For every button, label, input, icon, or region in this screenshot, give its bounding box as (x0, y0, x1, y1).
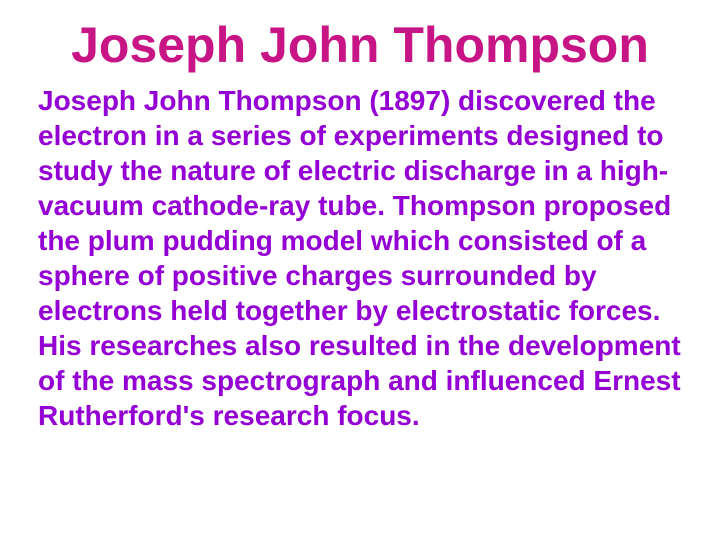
slide-body: Joseph John Thompson (1897) discovered t… (38, 83, 682, 433)
slide-title: Joseph John Thompson (38, 18, 682, 73)
slide-container: Joseph John Thompson Joseph John Thompso… (0, 0, 720, 540)
